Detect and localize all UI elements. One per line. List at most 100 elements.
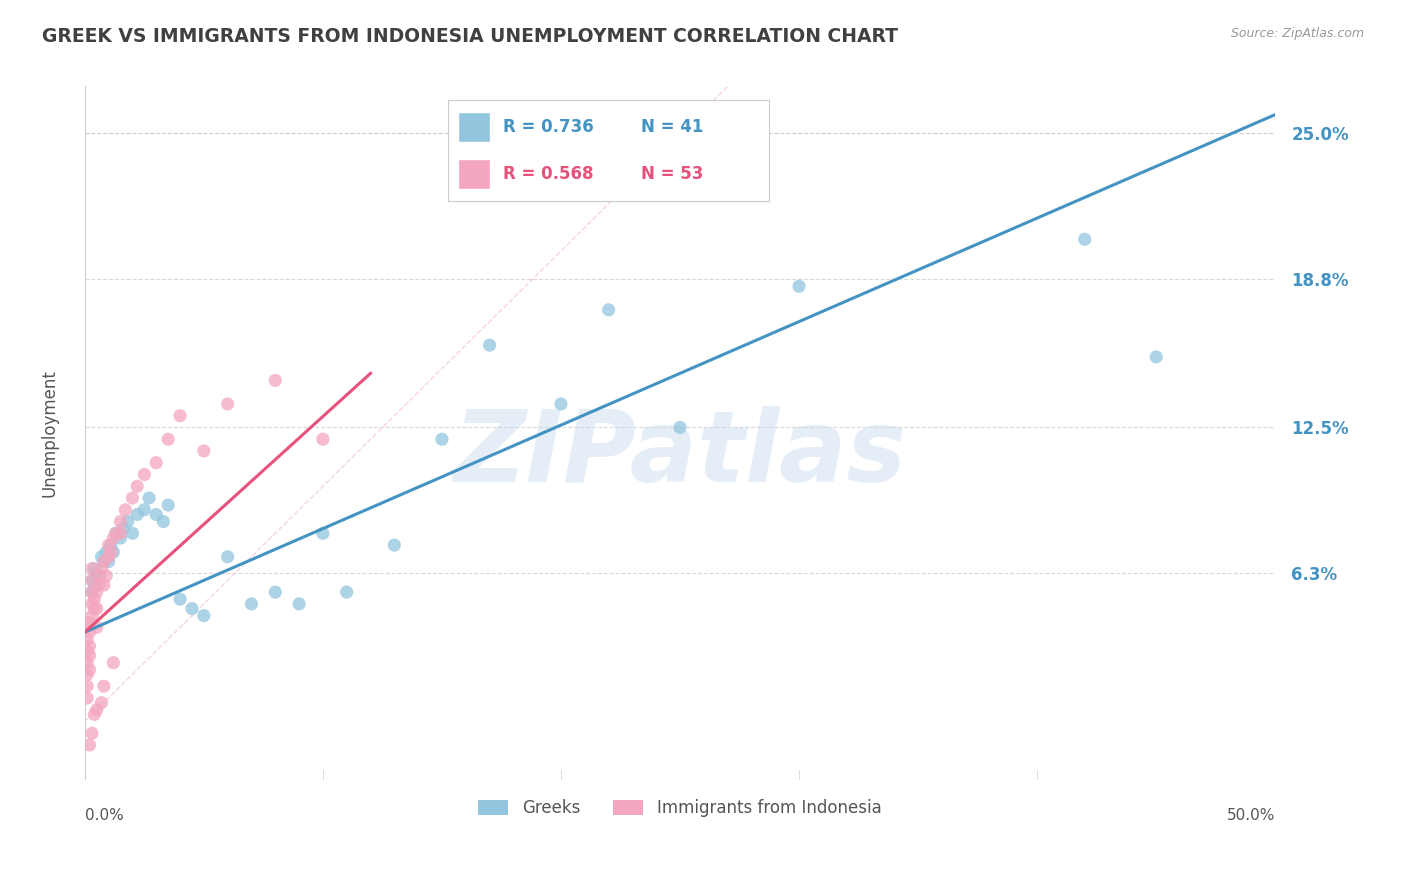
Point <box>336 585 359 599</box>
Point <box>669 420 692 434</box>
Point <box>96 545 118 559</box>
Point <box>93 578 115 592</box>
Point <box>80 574 103 588</box>
Point <box>598 302 620 317</box>
Point <box>114 503 136 517</box>
Point <box>157 432 180 446</box>
Point <box>117 515 139 529</box>
Point <box>110 531 132 545</box>
Point <box>217 549 239 564</box>
Point <box>83 592 105 607</box>
Point <box>79 738 101 752</box>
Point <box>103 531 125 545</box>
Point <box>80 561 103 575</box>
Point <box>1144 350 1167 364</box>
Point <box>76 644 98 658</box>
Point <box>86 703 108 717</box>
Point <box>86 601 108 615</box>
Point <box>80 608 103 623</box>
Point <box>86 585 108 599</box>
Point <box>87 568 110 582</box>
Point <box>79 639 101 653</box>
Point <box>93 555 115 569</box>
Point <box>97 538 120 552</box>
Text: Unemployment: Unemployment <box>41 369 58 497</box>
Point <box>76 632 98 647</box>
Text: ZIPatlas: ZIPatlas <box>454 406 907 503</box>
Point <box>86 620 108 634</box>
Point <box>1074 232 1097 246</box>
Text: Source: ZipAtlas.com: Source: ZipAtlas.com <box>1230 27 1364 40</box>
Point <box>86 566 108 581</box>
Point <box>79 648 101 663</box>
Text: 0.0%: 0.0% <box>84 808 124 823</box>
Point <box>83 561 105 575</box>
Point <box>79 615 101 630</box>
Legend: Greeks, Immigrants from Indonesia: Greeks, Immigrants from Indonesia <box>472 793 889 824</box>
Point <box>110 526 132 541</box>
Point <box>181 601 204 615</box>
Point <box>157 498 180 512</box>
Point <box>80 585 103 599</box>
Point <box>134 467 156 482</box>
Point <box>80 574 103 588</box>
Point <box>87 578 110 592</box>
Point <box>145 508 167 522</box>
Point <box>104 526 127 541</box>
Point <box>127 479 149 493</box>
Point <box>217 397 239 411</box>
Point <box>121 526 143 541</box>
Point <box>83 707 105 722</box>
Point <box>96 568 118 582</box>
Point <box>76 690 98 705</box>
Point <box>382 538 405 552</box>
Point <box>787 279 810 293</box>
Point <box>76 656 98 670</box>
Point <box>80 585 103 599</box>
Point <box>83 601 105 615</box>
Point <box>193 444 215 458</box>
Point <box>76 679 98 693</box>
Point <box>100 545 122 559</box>
Point <box>97 555 120 569</box>
Point <box>110 515 132 529</box>
Point <box>97 549 120 564</box>
Point <box>169 409 191 423</box>
Point <box>90 561 112 575</box>
Point <box>90 549 112 564</box>
Point <box>138 491 160 505</box>
Point <box>76 667 98 681</box>
Point <box>478 338 501 352</box>
Point <box>127 508 149 522</box>
Point <box>87 568 110 582</box>
Point <box>93 555 115 569</box>
Point <box>76 620 98 634</box>
Point <box>90 696 112 710</box>
Point <box>240 597 263 611</box>
Point <box>288 597 311 611</box>
Point <box>103 545 125 559</box>
Point <box>100 538 122 552</box>
Point <box>145 456 167 470</box>
Point <box>111 522 134 536</box>
Point <box>264 373 287 387</box>
Point <box>312 526 335 541</box>
Point <box>83 578 105 592</box>
Point <box>169 592 191 607</box>
Point <box>104 526 127 541</box>
Point <box>550 397 572 411</box>
Point <box>80 726 103 740</box>
Point <box>103 656 125 670</box>
Point <box>193 608 215 623</box>
Point <box>121 491 143 505</box>
Point <box>134 503 156 517</box>
Point <box>312 432 335 446</box>
Point <box>430 432 453 446</box>
Point <box>264 585 287 599</box>
Point <box>152 515 174 529</box>
Text: 50.0%: 50.0% <box>1227 808 1275 823</box>
Point <box>79 663 101 677</box>
Point <box>80 597 103 611</box>
Text: GREEK VS IMMIGRANTS FROM INDONESIA UNEMPLOYMENT CORRELATION CHART: GREEK VS IMMIGRANTS FROM INDONESIA UNEMP… <box>42 27 898 45</box>
Point <box>79 625 101 640</box>
